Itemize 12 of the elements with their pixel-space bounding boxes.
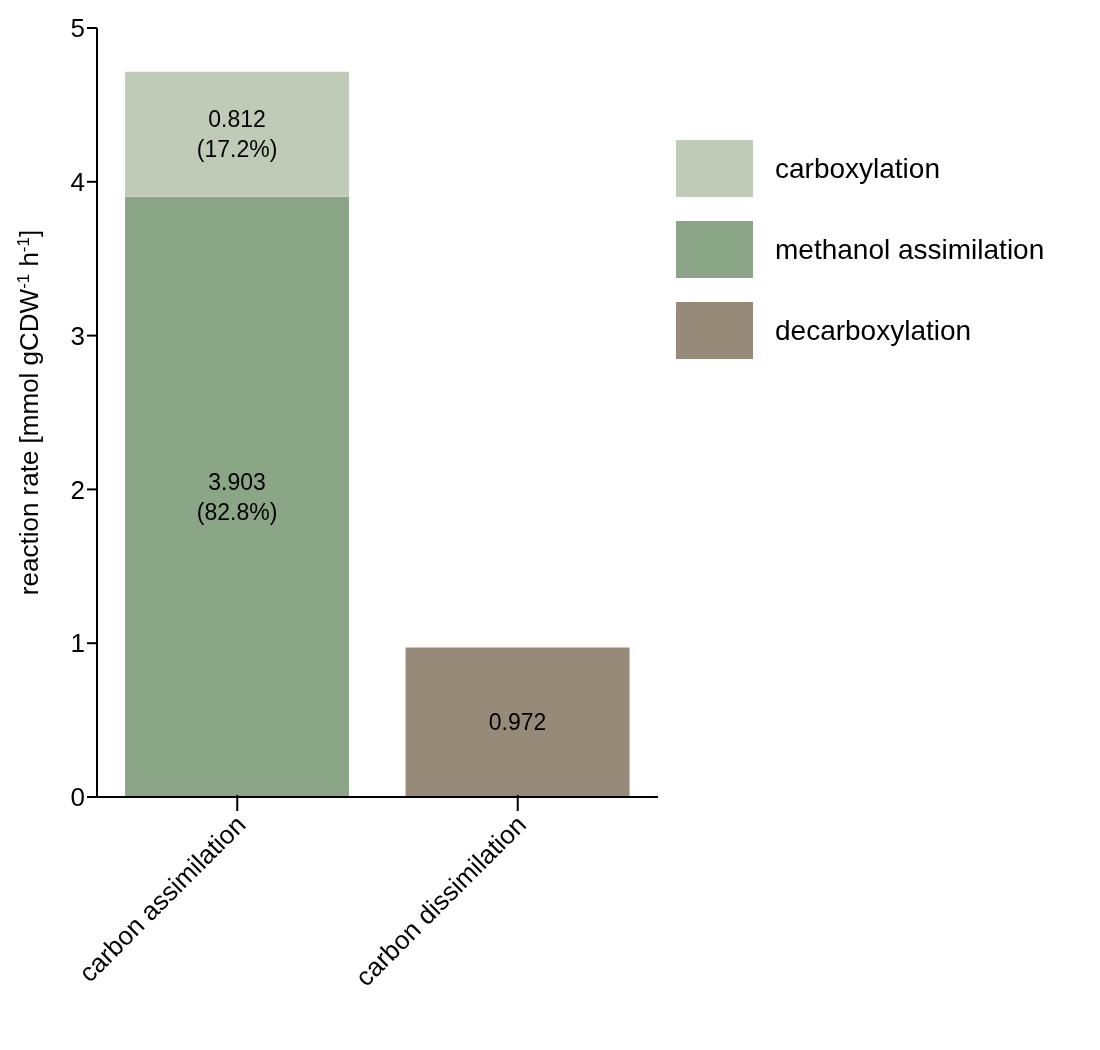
- data-label: 0.812 (17.2%): [196, 106, 278, 163]
- legend-label: carboxylation: [775, 152, 940, 185]
- y-tick-label: 5: [70, 13, 85, 44]
- data-label: 0.972: [488, 709, 547, 736]
- legend-label: methanol assimilation: [775, 233, 1045, 266]
- y-tick-label: 0: [70, 782, 85, 813]
- y-tick-label: 4: [70, 167, 85, 198]
- legend-label: decarboxylation: [775, 314, 972, 347]
- y-tick-label: 2: [70, 474, 85, 505]
- y-tick-label: 3: [70, 320, 85, 351]
- data-label: 3.903 (82.8%): [196, 468, 278, 525]
- y-tick-label: 1: [70, 628, 85, 659]
